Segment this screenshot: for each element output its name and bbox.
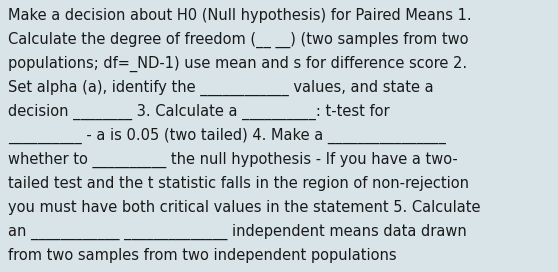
Text: from two samples from two independent populations: from two samples from two independent po… — [8, 248, 397, 262]
Text: Make a decision about H0 (Null hypothesis) for Paired Means 1.: Make a decision about H0 (Null hypothesi… — [8, 8, 472, 23]
Text: decision ________ 3. Calculate a __________: t-test for: decision ________ 3. Calculate a _______… — [8, 104, 390, 120]
Text: tailed test and the t statistic falls in the region of non-rejection: tailed test and the t statistic falls in… — [8, 176, 469, 191]
Text: Set alpha (a), identify the ____________ values, and state a: Set alpha (a), identify the ____________… — [8, 80, 434, 96]
Text: you must have both critical values in the statement 5. Calculate: you must have both critical values in th… — [8, 200, 481, 215]
Text: __________ - a is 0.05 (two tailed) 4. Make a ________________: __________ - a is 0.05 (two tailed) 4. M… — [8, 128, 446, 144]
Text: an ____________ ______________ independent means data drawn: an ____________ ______________ independe… — [8, 224, 467, 240]
Text: populations; df=_ND-1) use mean and s for difference score 2.: populations; df=_ND-1) use mean and s fo… — [8, 56, 468, 72]
Text: whether to __________ the null hypothesis - If you have a two-: whether to __________ the null hypothesi… — [8, 152, 458, 168]
Text: Calculate the degree of freedom (__ __) (two samples from two: Calculate the degree of freedom (__ __) … — [8, 32, 469, 48]
